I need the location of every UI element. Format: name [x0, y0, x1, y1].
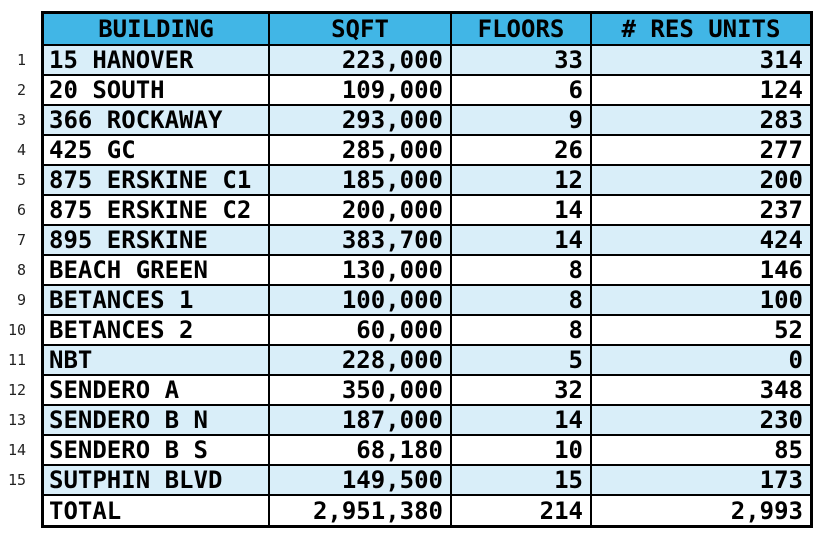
- cell-res-units[interactable]: 0: [592, 346, 810, 374]
- cell-building[interactable]: 425 GC: [44, 136, 268, 164]
- cell-building[interactable]: BETANCES 1: [44, 286, 268, 314]
- cell-res-units[interactable]: 85: [592, 436, 810, 464]
- row-number[interactable]: 7: [16, 231, 26, 249]
- cell-building[interactable]: SENDERO B N: [44, 406, 268, 434]
- cell-building[interactable]: 20 SOUTH: [44, 76, 268, 104]
- cell-sqft[interactable]: 228,000: [270, 346, 450, 374]
- cell-res-units[interactable]: 237: [592, 196, 810, 224]
- cell-building[interactable]: 366 ROCKAWAY: [44, 106, 268, 134]
- total-label[interactable]: TOTAL: [44, 496, 268, 525]
- cell-res-units[interactable]: 100: [592, 286, 810, 314]
- cell-floors[interactable]: 14: [452, 226, 590, 254]
- cell-floors[interactable]: 14: [452, 196, 590, 224]
- row-number[interactable]: 9: [16, 291, 26, 309]
- row-number[interactable]: 10: [7, 321, 26, 339]
- cell-floors[interactable]: 33: [452, 46, 590, 74]
- cell-res-units[interactable]: 314: [592, 46, 810, 74]
- cell-sqft[interactable]: 285,000: [270, 136, 450, 164]
- cell-floors[interactable]: 6: [452, 76, 590, 104]
- cell-res-units[interactable]: 200: [592, 166, 810, 194]
- cell-res-units[interactable]: 283: [592, 106, 810, 134]
- cell-building[interactable]: SENDERO A: [44, 376, 268, 404]
- row-number[interactable]: 8: [16, 261, 26, 279]
- buildings-table: BUILDING SQFT FLOORS # RES UNITS 15 HANO…: [41, 11, 813, 528]
- cell-building[interactable]: 875 ERSKINE C2: [44, 196, 268, 224]
- cell-sqft[interactable]: 293,000: [270, 106, 450, 134]
- cell-res-units[interactable]: 52: [592, 316, 810, 344]
- column-header-res-units[interactable]: # RES UNITS: [592, 14, 810, 44]
- total-floors[interactable]: 214: [452, 496, 590, 525]
- cell-sqft[interactable]: 149,500: [270, 466, 450, 494]
- cell-res-units[interactable]: 173: [592, 466, 810, 494]
- cell-floors[interactable]: 32: [452, 376, 590, 404]
- cell-building[interactable]: SENDERO B S: [44, 436, 268, 464]
- row-number[interactable]: 1: [16, 51, 26, 69]
- cell-building[interactable]: 15 HANOVER: [44, 46, 268, 74]
- cell-floors[interactable]: 8: [452, 256, 590, 284]
- total-sqft[interactable]: 2,951,380: [270, 496, 450, 525]
- row-number[interactable]: 13: [7, 411, 26, 429]
- column-header-building[interactable]: BUILDING: [44, 14, 268, 44]
- cell-res-units[interactable]: 424: [592, 226, 810, 254]
- cell-res-units[interactable]: 124: [592, 76, 810, 104]
- cell-sqft[interactable]: 68,180: [270, 436, 450, 464]
- cell-building[interactable]: NBT: [44, 346, 268, 374]
- cell-sqft[interactable]: 350,000: [270, 376, 450, 404]
- column-header-sqft[interactable]: SQFT: [270, 14, 450, 44]
- row-number[interactable]: 2: [16, 81, 26, 99]
- cell-building[interactable]: BETANCES 2: [44, 316, 268, 344]
- cell-floors[interactable]: 26: [452, 136, 590, 164]
- cell-sqft[interactable]: 100,000: [270, 286, 450, 314]
- total-res-units[interactable]: 2,993: [592, 496, 810, 525]
- cell-floors[interactable]: 8: [452, 316, 590, 344]
- row-number[interactable]: 4: [16, 141, 26, 159]
- cell-building[interactable]: 875 ERSKINE C1: [44, 166, 268, 194]
- cell-building[interactable]: BEACH GREEN: [44, 256, 268, 284]
- cell-sqft[interactable]: 223,000: [270, 46, 450, 74]
- row-number[interactable]: 12: [7, 381, 26, 399]
- cell-res-units[interactable]: 230: [592, 406, 810, 434]
- cell-floors[interactable]: 5: [452, 346, 590, 374]
- cell-floors[interactable]: 14: [452, 406, 590, 434]
- cell-floors[interactable]: 9: [452, 106, 590, 134]
- cell-sqft[interactable]: 200,000: [270, 196, 450, 224]
- cell-sqft[interactable]: 109,000: [270, 76, 450, 104]
- row-number[interactable]: 6: [16, 201, 26, 219]
- cell-res-units[interactable]: 146: [592, 256, 810, 284]
- cell-sqft[interactable]: 60,000: [270, 316, 450, 344]
- cell-building[interactable]: 895 ERSKINE: [44, 226, 268, 254]
- cell-res-units[interactable]: 348: [592, 376, 810, 404]
- row-number[interactable]: 11: [7, 351, 26, 369]
- cell-floors[interactable]: 10: [452, 436, 590, 464]
- cell-floors[interactable]: 15: [452, 466, 590, 494]
- cell-res-units[interactable]: 277: [592, 136, 810, 164]
- row-number[interactable]: 5: [16, 171, 26, 189]
- row-number[interactable]: 14: [7, 441, 26, 459]
- cell-sqft[interactable]: 185,000: [270, 166, 450, 194]
- cell-floors[interactable]: 8: [452, 286, 590, 314]
- cell-floors[interactable]: 12: [452, 166, 590, 194]
- cell-sqft[interactable]: 187,000: [270, 406, 450, 434]
- cell-building[interactable]: SUTPHIN BLVD: [44, 466, 268, 494]
- cell-sqft[interactable]: 130,000: [270, 256, 450, 284]
- column-header-floors[interactable]: FLOORS: [452, 14, 590, 44]
- cell-sqft[interactable]: 383,700: [270, 226, 450, 254]
- row-number[interactable]: 3: [16, 111, 26, 129]
- row-number[interactable]: 15: [7, 471, 26, 489]
